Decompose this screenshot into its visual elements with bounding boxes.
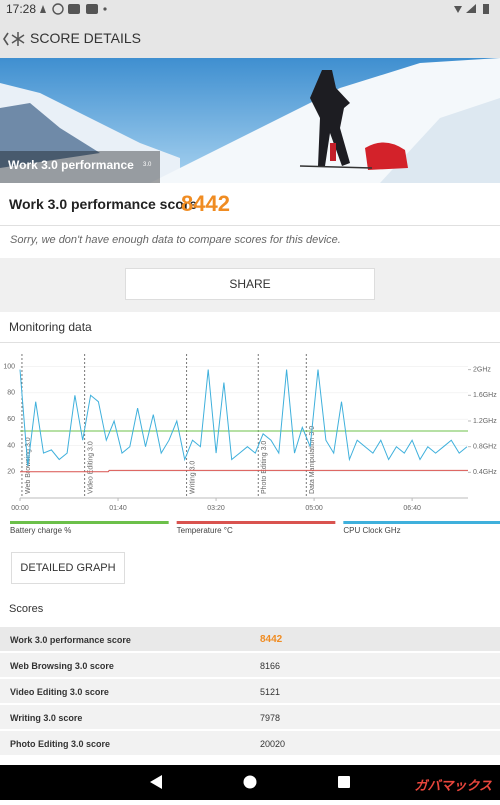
y-tick-label: 20 — [7, 469, 15, 476]
legend-label: CPU Clock GHz — [343, 526, 400, 535]
nav-recent[interactable] — [338, 776, 350, 788]
divider — [0, 342, 500, 343]
y2-tick-label: 1.6GHz — [473, 392, 497, 399]
x-tick-label: 01:40 — [109, 505, 127, 512]
score-name: Writing 3.0 score — [10, 713, 83, 723]
phase-label: Photo Editing 3.0 — [261, 441, 268, 494]
app-bar: SCORE DETAILS — [0, 18, 500, 58]
phase-label: Video Editing 3.0 — [88, 441, 95, 494]
y-tick-label: 40 — [7, 442, 15, 449]
score-row: Photo Editing 3.0 score 20020 — [0, 731, 500, 755]
app-title: SCORE DETAILS — [30, 30, 141, 46]
legend-label: Temperature °C — [177, 526, 233, 535]
phase-label: Writing 3.0 — [189, 461, 196, 494]
x-tick-label: 06:40 — [403, 505, 421, 512]
score-name: Web Browsing 3.0 score — [10, 661, 114, 671]
hero-art: Work 3.0 performance 3.0 — [0, 58, 500, 183]
hero-image: Work 3.0 performance 3.0 — [0, 58, 500, 183]
score-value: 20020 — [260, 739, 286, 749]
detailed-graph-button[interactable]: DETAILED GRAPH — [11, 552, 125, 584]
hero-title: Work 3.0 performance — [8, 158, 134, 172]
share-button[interactable]: SHARE — [125, 268, 375, 300]
score-row: Work 3.0 performance score 8442 — [0, 627, 500, 651]
score-name: Photo Editing 3.0 score — [10, 739, 111, 749]
monitoring-chart: 20 40 60 80 100 0.4GHz 0.8GHz 1.2GHz 1.6GHz 2GHz 0… — [3, 354, 500, 535]
score-value: 5121 — [260, 687, 281, 697]
watermark: ガバマックス — [414, 778, 492, 793]
score-row: Web Browsing 3.0 score 8166 — [0, 653, 500, 677]
x-tick-label: 05:00 — [305, 505, 323, 512]
y-tick-label: 80 — [7, 390, 15, 397]
legend-swatch — [343, 521, 500, 524]
y2-tick-label: 2GHz — [473, 366, 491, 373]
notice: Sorry, we don't have enough data to comp… — [10, 234, 341, 246]
y2-tick-label: 0.4GHz — [473, 469, 497, 476]
hero-badge: 3.0 — [143, 162, 152, 168]
clock: 17:28 — [6, 2, 37, 16]
score-name: Work 3.0 performance score — [10, 635, 131, 645]
series-line — [20, 469, 468, 473]
y-tick-label: 60 — [7, 416, 15, 423]
divider — [0, 225, 500, 226]
score-value: 7978 — [260, 713, 281, 723]
legend-swatch — [10, 521, 169, 524]
scores-heading: Scores — [9, 603, 44, 615]
nav-icons — [150, 775, 350, 789]
x-tick-label: 03:20 — [207, 505, 225, 512]
back-button[interactable] — [2, 30, 28, 48]
legend-label: Battery charge % — [10, 526, 71, 535]
nav-back[interactable] — [150, 775, 162, 789]
phase-label: Data Manipulation 3.0 — [309, 426, 316, 494]
score-row: Writing 3.0 score 7978 — [0, 705, 500, 729]
score-label: Work 3.0 performance score — [9, 196, 198, 212]
legend-swatch — [176, 521, 336, 524]
y-tick-label: 100 — [3, 363, 15, 370]
x-tick-label: 00:00 — [11, 505, 29, 512]
y2-tick-label: 1.2GHz — [473, 418, 497, 425]
nav-bar — [0, 765, 500, 800]
system-icons — [454, 4, 489, 14]
score-value: 8166 — [260, 661, 281, 671]
monitoring-heading: Monitoring data — [9, 320, 92, 334]
nav-home[interactable] — [243, 775, 257, 789]
score-row: Video Editing 3.0 score 5121 — [0, 679, 500, 703]
y2-tick-label: 0.8GHz — [473, 443, 497, 450]
score-value: 8442 — [181, 191, 230, 216]
series-line — [19, 369, 468, 466]
status-bar: 17:28 — [0, 0, 500, 18]
status-icons — [40, 3, 107, 15]
score-name: Video Editing 3.0 score — [10, 687, 109, 697]
score-value: 8442 — [260, 634, 283, 645]
